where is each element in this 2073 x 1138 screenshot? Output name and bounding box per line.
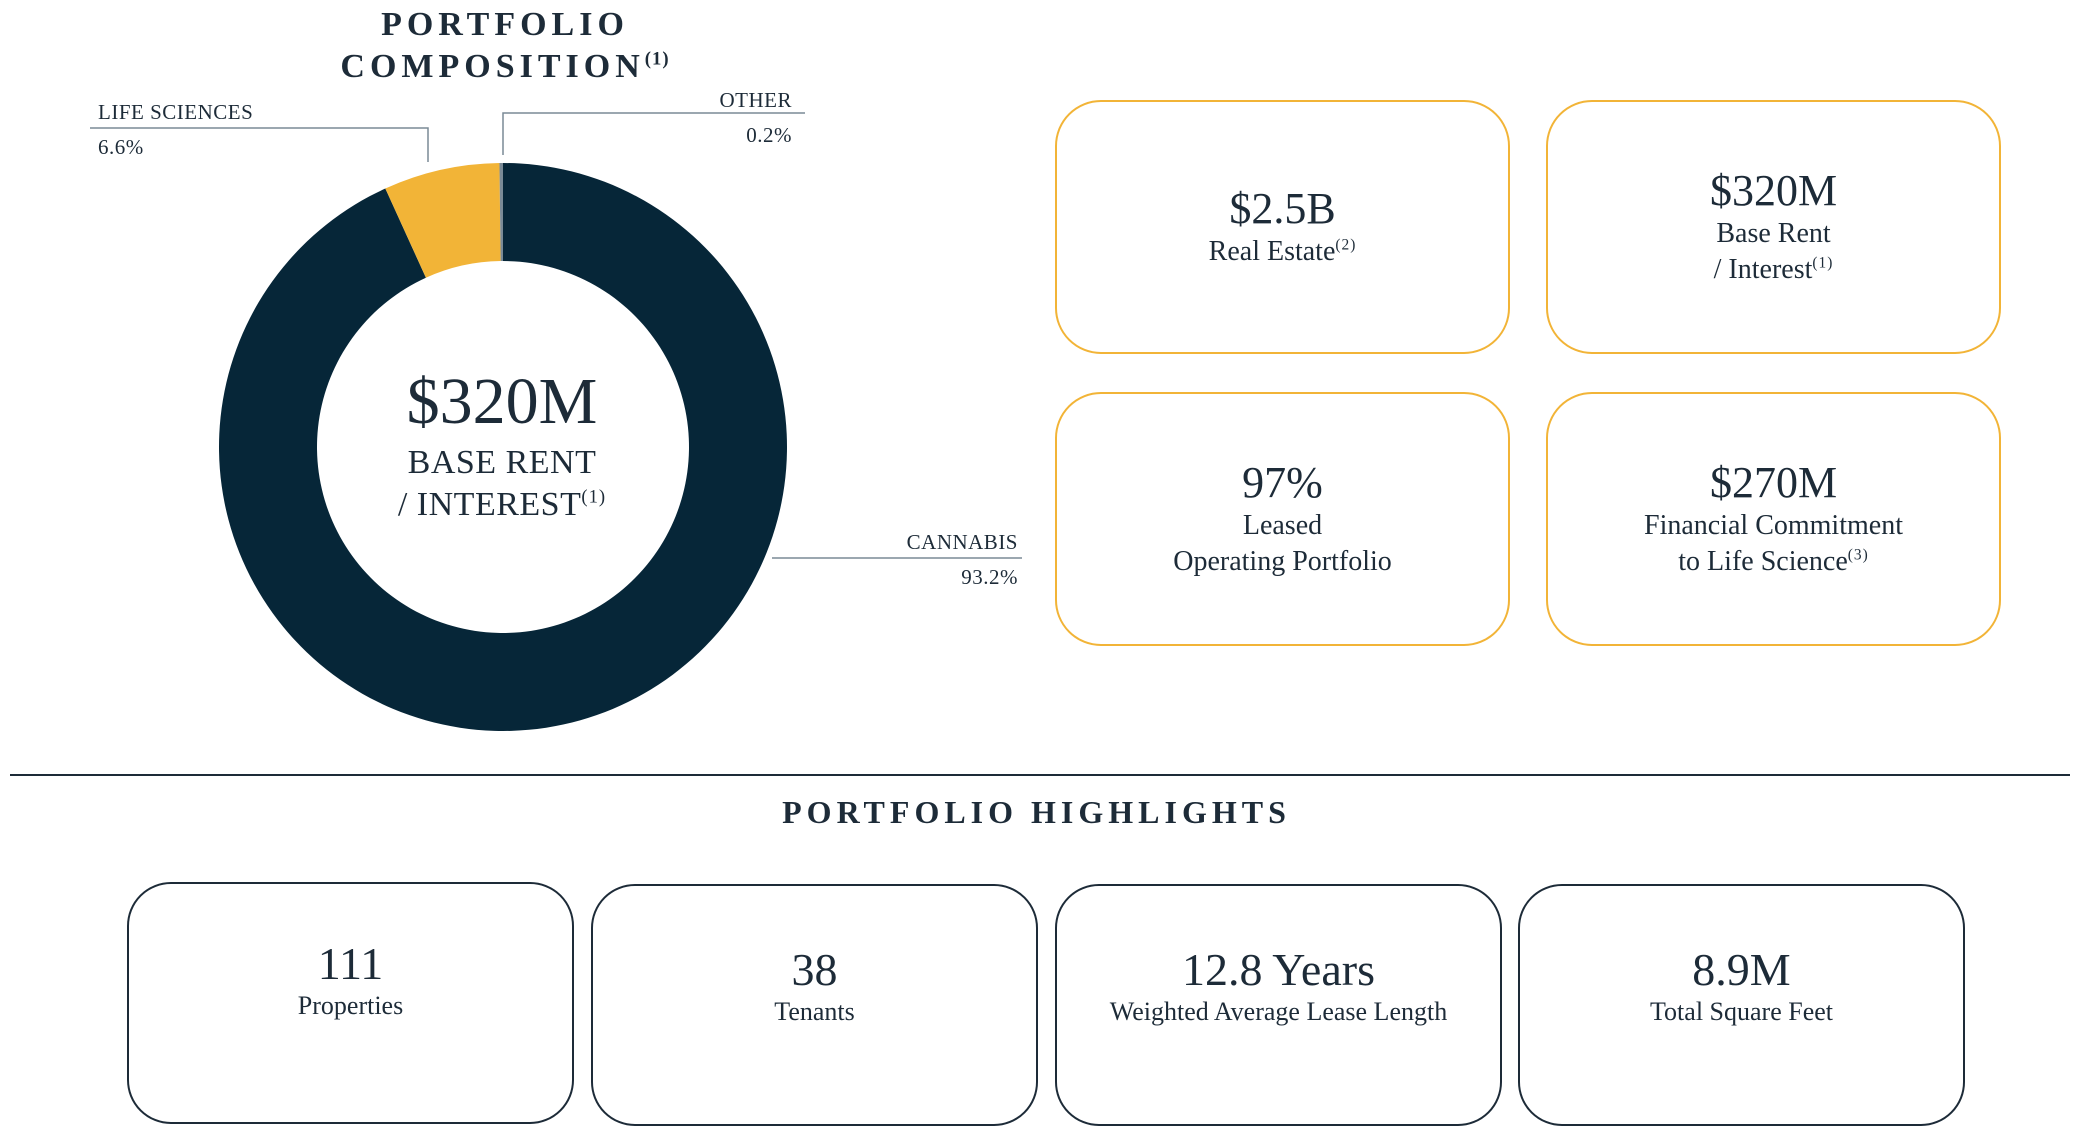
composition-title-footnote: (1): [644, 48, 670, 70]
stat-card-base-rent: $320M Base Rent / Interest(1): [1546, 100, 2001, 354]
stat-label-line2: / Interest: [1713, 254, 1813, 285]
donut-center-label-line1: BASE RENT: [407, 444, 597, 481]
stat-value: $270M: [1709, 458, 1838, 507]
stat-label-line2-wrap: to Life Science(3): [1678, 544, 1868, 580]
donut-slice-life-sciences: [385, 163, 501, 278]
stat-value: 97%: [1242, 458, 1323, 507]
stat-label-line2: to Life Science: [1678, 546, 1848, 577]
donut-slice-other: [499, 163, 503, 262]
highlight-card-lease-length: 12.8 Years Weighted Average Lease Length: [1055, 884, 1502, 1126]
stat-label-line2: Operating Portfolio: [1173, 546, 1392, 577]
stat-value: $2.5B: [1229, 184, 1336, 233]
stat-footnote: (1): [1812, 254, 1834, 272]
section-divider: [10, 774, 2070, 776]
donut-center: $320M BASE RENT / INTEREST(1): [302, 362, 702, 526]
composition-donut-chart: [90, 112, 1022, 731]
composition-title-line1: PORTFOLIO: [381, 6, 629, 43]
highlight-card-square-feet: 8.9M Total Square Feet: [1518, 884, 1965, 1126]
stat-label-line1: Financial Commitment: [1644, 510, 1903, 541]
highlight-card-properties: 111 Properties: [127, 882, 574, 1124]
composition-title-line2: COMPOSITION: [340, 48, 645, 85]
stat-footnote: (3): [1847, 546, 1869, 564]
stat-card-financial-commitment: $270M Financial Commitment to Life Scien…: [1546, 392, 2001, 646]
cannabis-name: CANNABIS: [906, 530, 1018, 554]
highlight-value: 38: [791, 944, 838, 995]
stat-footnote: (2): [1335, 236, 1357, 254]
highlight-card-tenants: 38 Tenants: [591, 884, 1038, 1126]
life-sciences-leader-line: [90, 127, 429, 162]
donut-center-label-line2-wrap: / INTEREST(1): [302, 484, 702, 526]
highlight-value: 8.9M: [1692, 944, 1791, 995]
donut-slice-cannabis: [218, 163, 787, 731]
stat-label-line1: Leased: [1242, 510, 1323, 541]
stat-label: Real Estate(2): [1209, 234, 1357, 270]
cannabis-value: 93.2%: [961, 565, 1018, 589]
highlight-value: 12.8 Years: [1182, 944, 1375, 995]
donut-center-value: $320M: [406, 365, 598, 438]
other-name: OTHER: [719, 88, 792, 112]
highlight-label: Properties: [297, 991, 404, 1020]
other-leader-line: [502, 112, 805, 155]
life-sciences-callout: LIFE SCIENCES 6.6%: [98, 100, 253, 160]
life-sciences-name: LIFE SCIENCES: [98, 100, 254, 124]
stat-label-line2-wrap: / Interest(1): [1714, 252, 1834, 288]
donut-center-footnote: (1): [581, 486, 607, 508]
stat-card-leased: 97% Leased Operating Portfolio: [1055, 392, 1510, 646]
highlight-label: Total Square Feet: [1649, 997, 1833, 1026]
highlights-title: PORTFOLIO HIGHLIGHTS: [782, 794, 1291, 830]
life-sciences-value: 6.6%: [98, 135, 144, 159]
donut-slices: [218, 163, 787, 731]
cannabis-callout: CANNABIS 93.2%: [860, 530, 1018, 590]
stat-value: $320M: [1709, 166, 1838, 215]
stat-label-line1: Base Rent: [1716, 218, 1831, 249]
highlight-label: Weighted Average Lease Length: [1109, 997, 1448, 1026]
stat-card-real-estate: $2.5B Real Estate(2): [1055, 100, 1510, 354]
other-value: 0.2%: [746, 123, 792, 147]
donut-center-label-line2: / INTEREST: [397, 486, 582, 523]
other-callout: OTHER 0.2%: [680, 88, 792, 148]
composition-title: PORTFOLIO COMPOSITION(1): [300, 4, 710, 88]
stat-label-text: Real Estate: [1208, 236, 1336, 267]
highlight-label: Tenants: [774, 997, 855, 1026]
highlight-value: 111: [317, 938, 384, 989]
